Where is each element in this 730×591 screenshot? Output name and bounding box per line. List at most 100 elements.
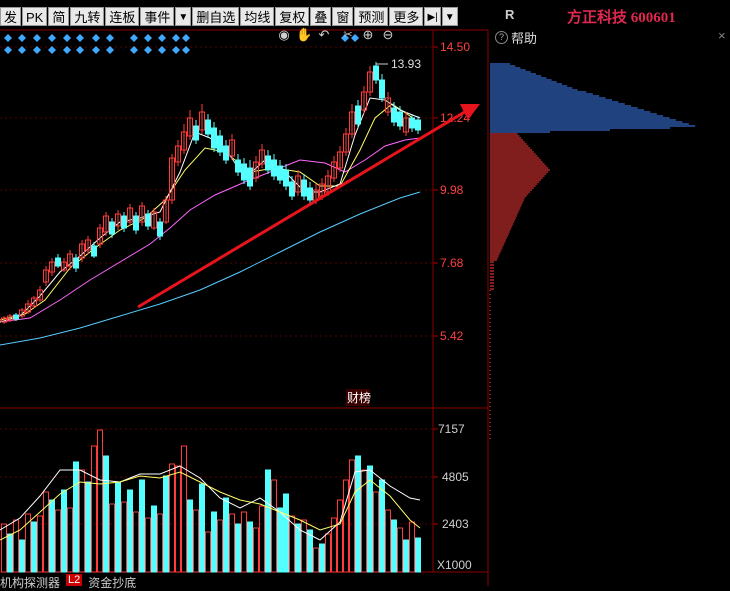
event-diamond [33,34,41,42]
ma10-line [0,104,420,320]
candle-body [134,216,139,230]
volume-bar [296,524,301,572]
chart-tool-icons: ◉ ✋ ↶ [276,27,332,43]
candle-body [290,182,295,196]
high-price-label: 13.93 [391,57,421,71]
volume-bar [416,538,421,572]
volume-bar [224,498,229,572]
candle-body [266,156,271,170]
grid-lines [0,47,433,524]
close-icon[interactable]: × [718,28,726,43]
volume-bar [392,520,397,572]
volume-bar [302,520,307,572]
bottom-tabs: 机构探测器 L2 资金抄底 [0,574,136,586]
price-tick-4: 7.68 [440,256,464,270]
volume-bar [344,480,349,572]
candle-body [212,128,217,148]
volume-tick-3: 2403 [442,517,469,531]
volume-bar [122,502,127,572]
undo-icon[interactable]: ↶ [316,27,332,43]
volume-bar [284,494,289,572]
volume-bar [14,520,19,572]
tab-institution-detector[interactable]: 机构探测器 [0,574,60,586]
candle-body [410,118,415,128]
candle-body [206,120,211,134]
event-diamond [106,34,114,42]
l2-badge: L2 [66,574,82,586]
candle-body [110,222,115,234]
candle-body [374,66,379,80]
volume-bar [146,518,151,572]
candle-body [146,214,151,226]
volume-bar [170,464,175,572]
candle-body [242,164,247,180]
volume-bar [116,482,121,572]
volume-bar [176,466,181,572]
volume-bar [158,514,163,572]
candle-body [224,146,229,160]
event-diamond [76,46,84,54]
volume-bar [50,500,55,572]
candle-body [74,258,79,268]
ma60-line [0,192,420,345]
event-diamond [63,34,71,42]
candle-body [398,112,403,126]
volume-bar [236,524,241,572]
event-diamond [18,34,26,42]
zoom-in-icon[interactable]: ⊕ [360,27,376,43]
hand-icon[interactable]: ✋ [296,27,312,43]
volume-profile [490,64,695,289]
volume-tick-1: 7157 [438,422,465,436]
volume-bar [338,500,343,572]
tab-fund-bottom[interactable]: 资金抄底 [88,574,136,586]
ma20-line [0,138,420,322]
price-tick-3: 9.98 [440,183,464,197]
volume-bar [104,456,109,572]
volume-tick-2: 4805 [442,470,469,484]
zoom-out-icon[interactable]: ⊖ [380,27,396,43]
candle-body [218,136,223,152]
event-diamond [144,34,152,42]
volume-bar [314,548,319,572]
candle-body [284,170,289,186]
volume-bar [8,534,13,572]
volume-axis: 7157 4805 2403 X1000 [437,422,472,572]
volume-bar [164,476,169,572]
candle-body [356,106,361,124]
volume-bar [242,512,247,572]
event-diamond [48,46,56,54]
volume-unit: X1000 [437,558,472,572]
event-diamond [92,46,100,54]
chart-tool-icons-2: ✂ ⊕ ⊖ [340,27,396,43]
volume-bar [266,470,271,572]
volume-bar [218,520,223,572]
volume-bar [320,544,325,572]
event-diamond [63,46,71,54]
scissors-icon[interactable]: ✂ [340,27,356,43]
volume-bar [272,480,277,572]
candle-body [392,108,397,122]
volume-bar [140,480,145,572]
help-label[interactable]: 帮助 [511,28,537,47]
event-diamond [33,46,41,54]
volume-bar [260,506,265,572]
help-icon[interactable]: ? [495,31,508,44]
candle-body [194,126,199,140]
volume-bar [80,470,85,572]
price-tick-1: 14.50 [440,40,470,54]
event-diamond [92,34,100,42]
volume-bar [92,446,97,572]
volume-bar [410,522,415,572]
volume-bar [278,508,283,572]
event-diamond [158,46,166,54]
volume-bar [326,534,331,572]
event-diamond [106,46,114,54]
event-tag[interactable]: 财榜 [347,390,371,405]
event-diamond [182,46,190,54]
event-diamond [182,34,190,42]
stock-title: 方正科技 600601 [567,6,676,27]
volume-bar [398,528,403,572]
axis-ticks [433,47,438,524]
eye-icon[interactable]: ◉ [276,27,292,43]
